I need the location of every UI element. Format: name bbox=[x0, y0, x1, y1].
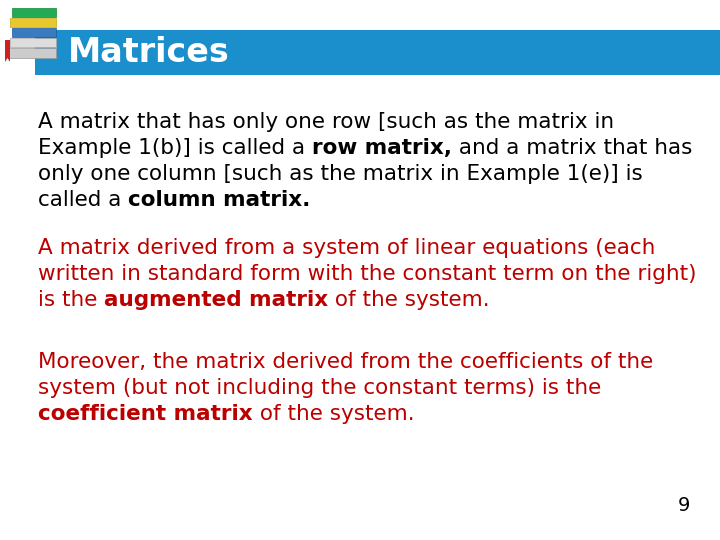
Text: coefficient matrix: coefficient matrix bbox=[38, 404, 253, 424]
Text: Moreover, the matrix derived from the coefficients of the: Moreover, the matrix derived from the co… bbox=[38, 352, 653, 372]
Bar bbox=[12, 28, 56, 37]
Text: 9: 9 bbox=[678, 496, 690, 515]
Text: A matrix derived from a system of linear equations (each: A matrix derived from a system of linear… bbox=[38, 238, 655, 258]
Text: written in standard form with the constant term on the right): written in standard form with the consta… bbox=[38, 264, 696, 284]
Text: and a matrix that has: and a matrix that has bbox=[452, 138, 693, 158]
Polygon shape bbox=[5, 40, 10, 62]
Text: called a: called a bbox=[38, 190, 128, 210]
Text: augmented matrix: augmented matrix bbox=[104, 290, 328, 310]
Text: row matrix,: row matrix, bbox=[312, 138, 452, 158]
Text: Matrices: Matrices bbox=[68, 36, 230, 69]
Bar bbox=[8, 48, 56, 58]
Text: is the: is the bbox=[38, 290, 104, 310]
Text: A matrix that has only one row [such as the matrix in: A matrix that has only one row [such as … bbox=[38, 112, 614, 132]
Text: of the system.: of the system. bbox=[253, 404, 414, 424]
Text: only one column [such as the matrix in Example 1(e)] is: only one column [such as the matrix in E… bbox=[38, 164, 643, 184]
Text: system (but not including the constant terms) is the: system (but not including the constant t… bbox=[38, 378, 601, 398]
Bar bbox=[10, 18, 56, 27]
Text: column matrix.: column matrix. bbox=[128, 190, 310, 210]
Text: of the system.: of the system. bbox=[328, 290, 490, 310]
Bar bbox=[12, 8, 56, 17]
Text: Example 1(b)] is called a: Example 1(b)] is called a bbox=[38, 138, 312, 158]
Bar bbox=[10, 38, 56, 47]
Bar bbox=[35, 30, 720, 75]
